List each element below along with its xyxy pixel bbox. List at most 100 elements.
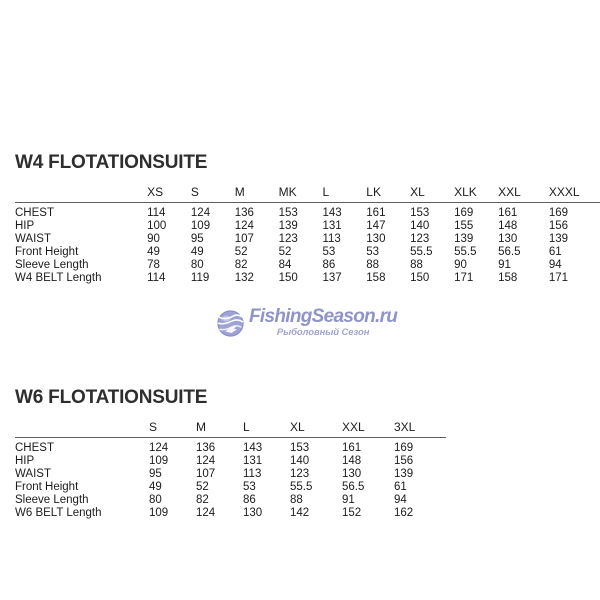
row-label-sleeve-length: Sleeve Length [15,494,89,506]
cell-value: 107 [196,468,216,480]
table-row: CHEST 114 124 136 153 143 161 153 169 161 169 [15,203,600,221]
cell-value: 152 [342,507,362,519]
table-row: Sleeve Length 78 80 82 84 86 88 88 90 91 94 [15,259,600,272]
cell-value: 114 [147,207,166,219]
cell-value: 150 [410,272,430,284]
column-header-m: M [234,186,279,203]
table-row: HIP 109 124 131 140 148 156 [15,455,446,468]
cell-value: 88 [290,494,303,506]
table-body-w6: CHEST 124 136 143 153 161 169 HIP 109 124 131 140 14… [15,438,446,521]
cell-value: 143 [322,207,342,219]
cell-value: 150 [278,272,298,284]
table-head-w6: S M L XL XXL 3XL [15,421,446,438]
cell-value: 95 [149,468,162,480]
cell-value: 53 [366,246,380,258]
cell-value: 156 [394,455,414,467]
cell-value: 95 [190,233,204,245]
cell-value: 119 [190,272,210,284]
cell-value: 114 [147,272,166,284]
cell-value: 86 [322,259,336,271]
watermark-text-group: FishingSeason.ru Рыболовный Сезон [249,307,398,339]
cell-value: 137 [322,272,342,284]
cell-value: 84 [278,259,292,271]
column-header-measurement [15,421,149,438]
table-row: Front Height 49 49 52 52 53 53 55.5 55.5 56.5 61 [15,246,600,259]
cell-value: 169 [548,207,568,219]
cell-value: 155 [454,220,474,232]
cell-value: 131 [322,220,342,232]
cell-value: 171 [548,272,568,284]
table-body-w4: CHEST 114 124 136 153 143 161 153 169 161 169 HIP 10… [15,203,600,286]
cell-value: 130 [366,233,386,245]
page-title-w4: W4 FLOTATIONSUITE [15,152,208,173]
cell-value: 124 [149,442,169,454]
cell-value: 82 [196,494,209,506]
cell-value: 153 [410,207,430,219]
cell-value: 158 [366,272,386,284]
table-header-row: S M L XL XXL 3XL [15,421,446,438]
globe-fish-icon [217,309,244,337]
cell-value: 130 [498,233,518,245]
page-title-w6: W6 FLOTATIONSUITE [15,387,208,408]
cell-value: 123 [278,233,298,245]
cell-value: 169 [454,207,474,219]
cell-value: 53 [243,481,256,493]
cell-value: 162 [394,507,414,519]
cell-value: 94 [548,259,562,271]
cell-value: 161 [342,442,362,454]
column-header-mk: MK [278,186,323,203]
cell-value: 156 [548,220,568,232]
cell-value: 139 [454,233,474,245]
cell-value: 123 [410,233,430,245]
table-row: WAIST 95 107 113 123 130 139 [15,468,446,481]
cell-value: 124 [190,207,211,219]
cell-value: 94 [394,494,407,506]
cell-value: 169 [394,442,414,454]
row-label-waist: WAIST [15,468,51,480]
cell-value: 100 [147,220,167,232]
cell-value: 132 [234,272,254,284]
cell-value: 80 [190,259,204,271]
table-row: W6 BELT Length 109 124 130 142 152 162 [15,507,446,520]
cell-value: 49 [149,481,162,493]
cell-value: 78 [147,259,160,271]
cell-value: 86 [243,494,256,506]
table-row: Front Height 49 52 53 55.5 56.5 61 [15,481,446,494]
cell-value: 80 [149,494,162,506]
column-header-lk: LK [366,186,411,203]
cell-value: 113 [243,468,262,480]
cell-value: 130 [243,507,263,519]
cell-value: 123 [290,468,310,480]
cell-value: 139 [548,233,568,245]
cell-value: 147 [366,220,386,232]
cell-value: 140 [290,455,310,467]
table-header-row: XS S M MK L LK XL XLK XXL XXXL [15,186,600,203]
row-label-sleeve-length: Sleeve Length [15,259,89,271]
column-header-s: S [149,421,196,438]
cell-value: 52 [234,246,248,258]
cell-value: 143 [243,442,263,454]
cell-value: 88 [366,259,380,271]
cell-value: 109 [149,507,169,519]
cell-value: 136 [234,207,254,219]
cell-value: 53 [322,246,336,258]
cell-value: 91 [342,494,355,506]
cell-value: 55.5 [290,481,313,493]
cell-value: 90 [454,259,467,271]
cell-value: 139 [278,220,298,232]
column-header-xlk: XLK [454,186,499,203]
row-label-chest: CHEST [15,207,54,219]
watermark-fishingseason: FishingSeason.ru Рыболовный Сезон [217,305,417,341]
cell-value: 161 [366,207,386,219]
cell-value: 148 [342,455,362,467]
row-label-front-height: Front Height [15,481,79,493]
column-header-xxl: XXL [342,421,394,438]
cell-value: 140 [410,220,430,232]
cell-value: 107 [234,233,254,245]
watermark-tagline: Рыболовный Сезон [276,327,370,338]
cell-value: 49 [190,246,204,258]
cell-value: 136 [196,442,216,454]
row-label-chest: CHEST [15,442,54,454]
cell-value: 124 [196,455,216,467]
